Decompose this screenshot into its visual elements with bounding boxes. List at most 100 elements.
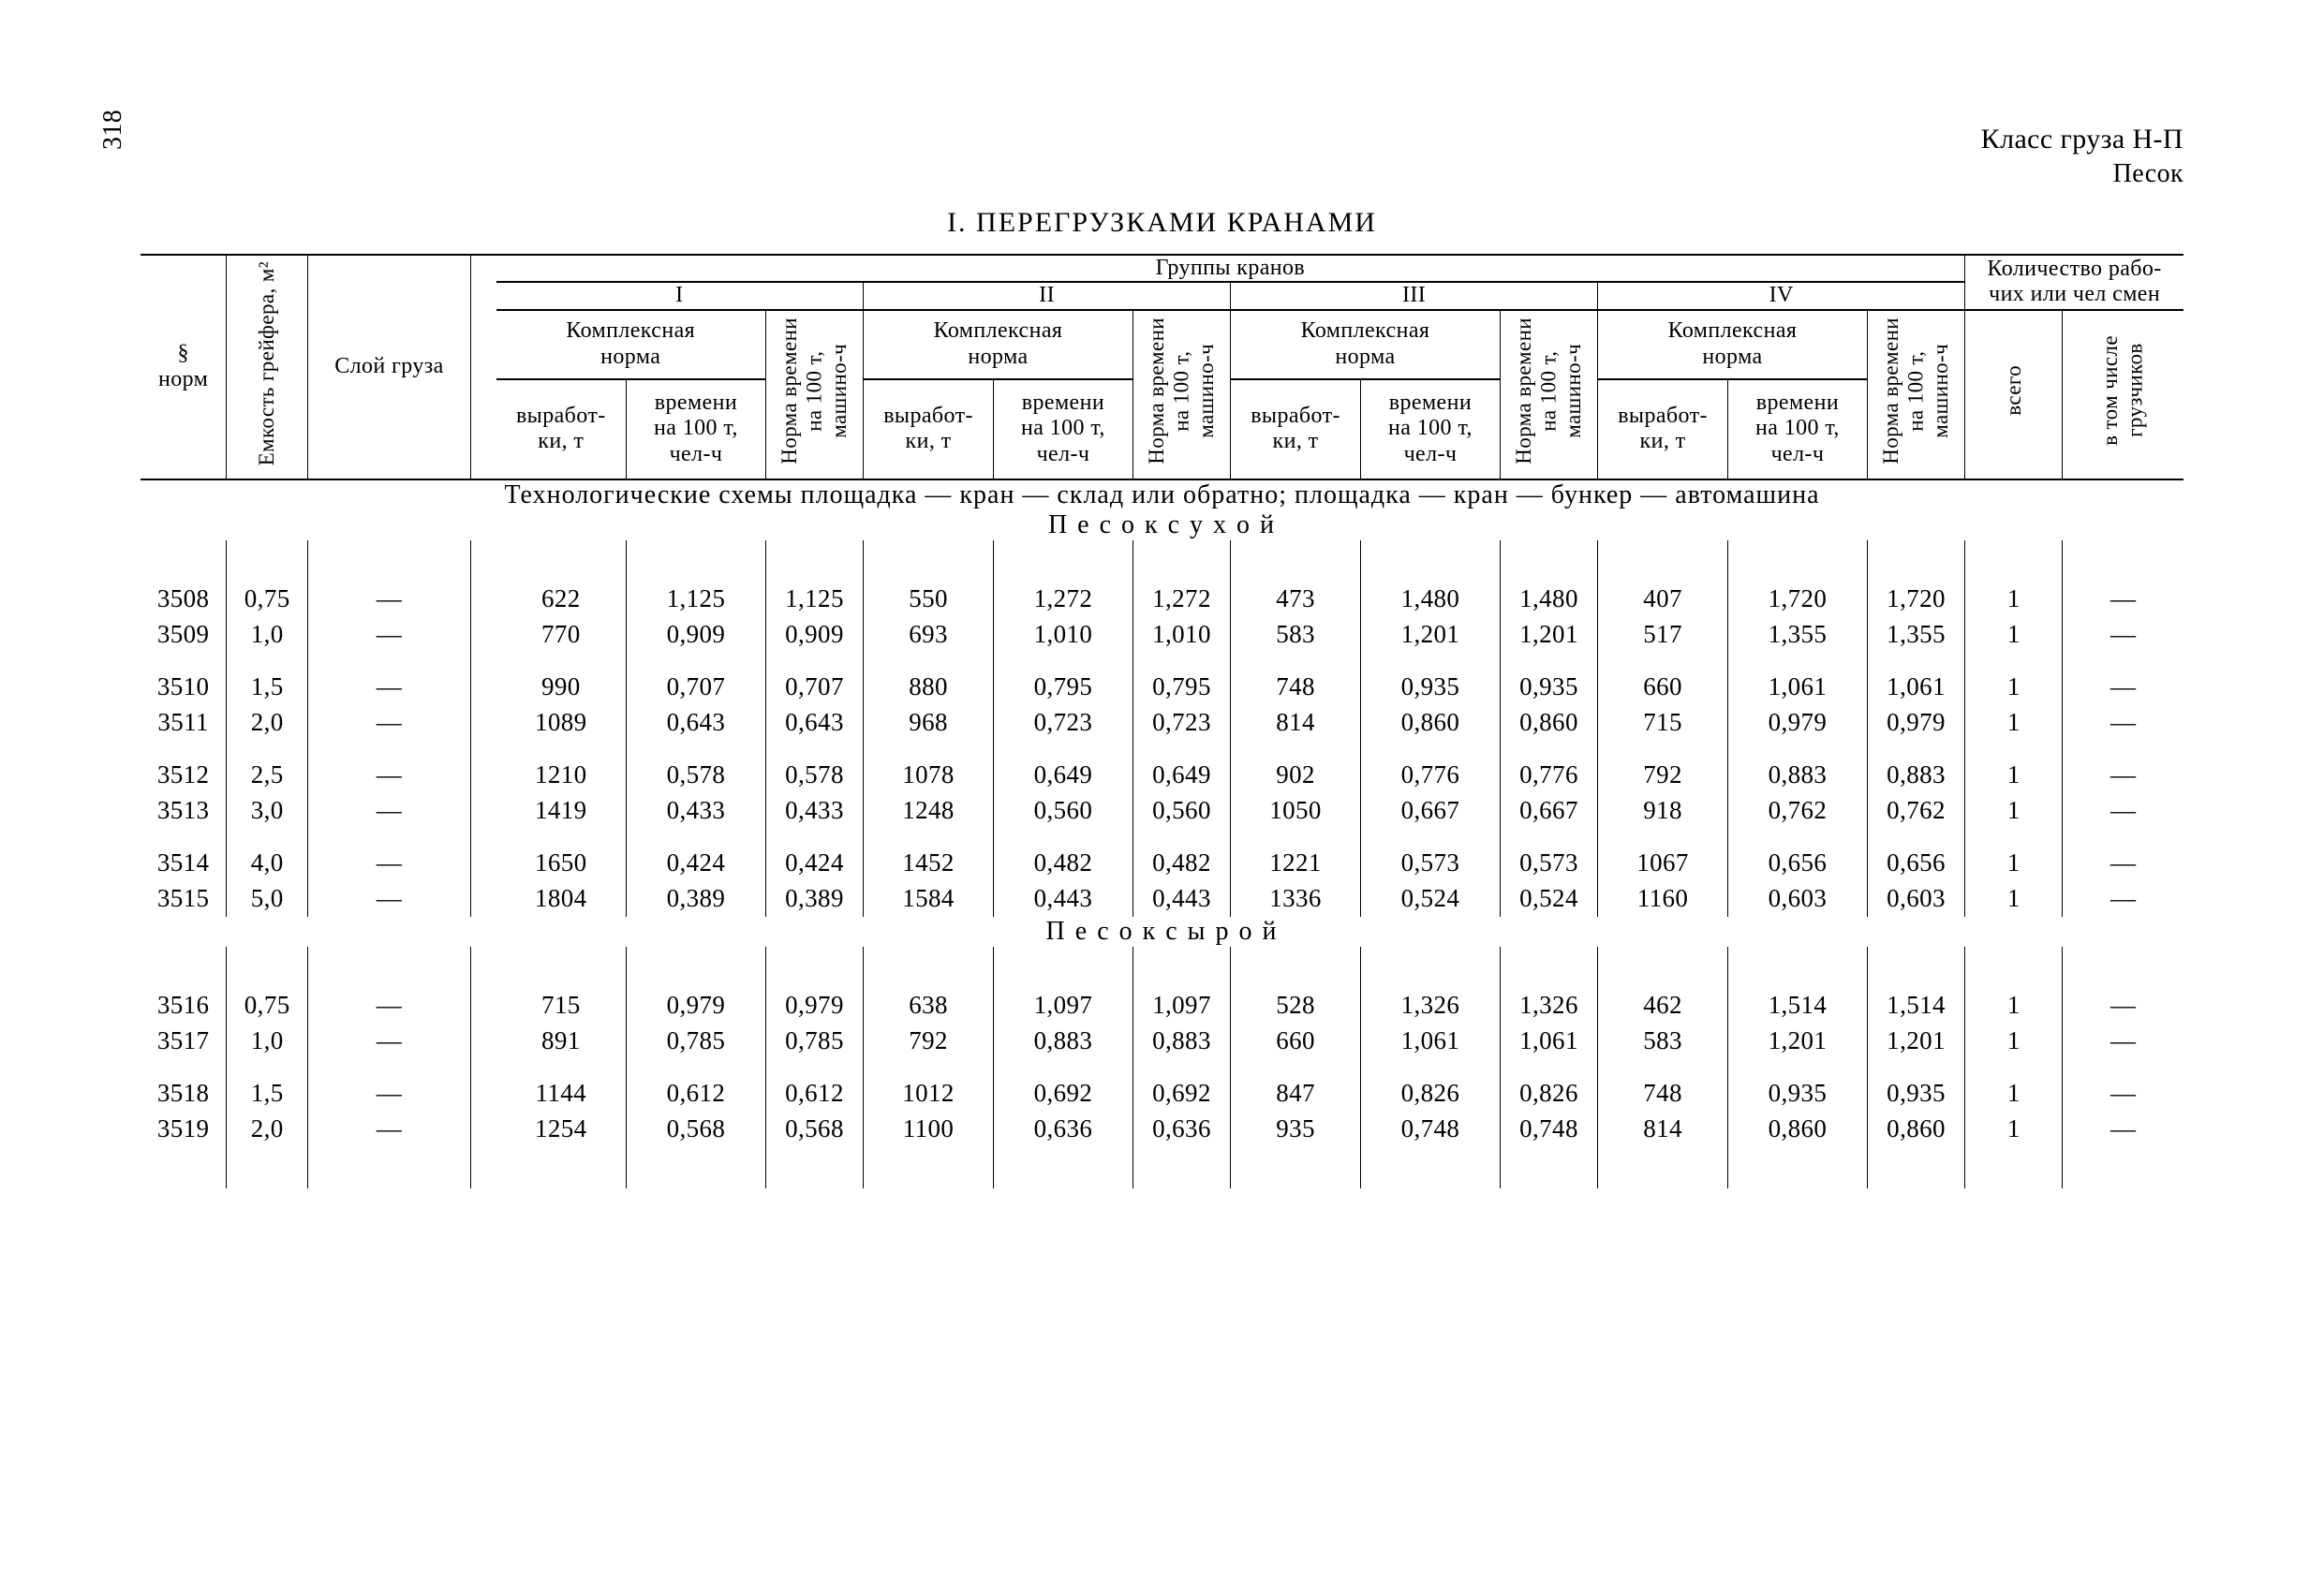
g4-mach: 0,762	[1867, 793, 1964, 829]
g4-out: 715	[1598, 705, 1728, 741]
g1-complex: Комплексная норма	[496, 310, 766, 379]
g2-out: 1012	[864, 1076, 994, 1112]
g1-machine: Норма времени на 100 т, машино-ч	[765, 310, 863, 479]
norm-number: 3518	[141, 1076, 227, 1112]
norm-number: 3511	[141, 705, 227, 741]
workers-loaders: —	[2063, 1024, 2183, 1059]
g2-mach: 0,692	[1132, 1076, 1230, 1112]
g1-output: выработ- ки, т	[496, 379, 627, 479]
g4-time: 0,935	[1728, 1076, 1868, 1112]
g3-out: 660	[1231, 1024, 1361, 1059]
g4-time: 0,860	[1728, 1112, 1868, 1147]
col-total: всего	[1965, 310, 2063, 479]
g1-time: 0,568	[627, 1112, 766, 1147]
g2-time: времени на 100 т, чел-ч	[994, 379, 1133, 479]
g1-mach: 0,578	[765, 758, 863, 793]
workers-loaders: —	[2063, 617, 2183, 653]
g3-time: времени на 100 т, чел-ч	[1361, 379, 1501, 479]
workers-loaders: —	[2063, 670, 2183, 705]
table-row: 35171,0—8910,7850,7857920,8830,8836601,0…	[141, 1024, 2183, 1059]
g3-time: 0,860	[1361, 705, 1501, 741]
g4-time: 0,656	[1728, 846, 1868, 881]
g3-mach: 1,061	[1500, 1024, 1597, 1059]
capacity: 1,0	[227, 1024, 308, 1059]
g1-time: 0,389	[627, 881, 766, 917]
page-number: 318	[98, 110, 128, 150]
table-row: 35144,0—16500,4240,42414520,4820,4821221…	[141, 846, 2183, 881]
layer: —	[308, 793, 471, 829]
g4-time: 1,201	[1728, 1024, 1868, 1059]
g1-time: 0,578	[627, 758, 766, 793]
g4-time: времени на 100 т, чел-ч	[1728, 379, 1868, 479]
workers-caption: Количество рабо- чих или чел смен	[1965, 255, 2183, 310]
g4-time: 0,883	[1728, 758, 1868, 793]
g2-mach: 1,010	[1132, 617, 1230, 653]
g2-out: 792	[864, 1024, 994, 1059]
table-row: 35112,0—10890,6430,6439680,7230,7238140,…	[141, 705, 2183, 741]
workers-total: 1	[1965, 617, 2063, 653]
g4-mach: 0,883	[1867, 758, 1964, 793]
gap	[470, 793, 496, 829]
capacity: 4,0	[227, 846, 308, 881]
g4-mach: 1,201	[1867, 1024, 1964, 1059]
g2-time: 0,883	[994, 1024, 1133, 1059]
workers-total: 1	[1965, 793, 2063, 829]
gap	[470, 582, 496, 617]
table-row: 35192,0—12540,5680,56811000,6360,6369350…	[141, 1112, 2183, 1147]
gap	[470, 988, 496, 1024]
g1-mach: 0,979	[765, 988, 863, 1024]
g2-out: 638	[864, 988, 994, 1024]
table-row: 35122,5—12100,5780,57810780,6490,6499020…	[141, 758, 2183, 793]
g2-time: 0,560	[994, 793, 1133, 829]
subsection-wet: П е с о к с ы р о й	[141, 917, 2183, 947]
blank-row	[141, 1147, 2183, 1188]
group-2: II	[864, 282, 1231, 310]
norms-table-header: § норм Емкость грейфера, м² Слой груза Г…	[141, 254, 2183, 1188]
group-3: III	[1231, 282, 1598, 310]
cargo-class: Класс груза Н-П	[141, 122, 2183, 157]
g4-time: 1,355	[1728, 617, 1868, 653]
g1-time: 0,433	[627, 793, 766, 829]
col-norm-number: § норм	[141, 255, 227, 479]
g4-out: 792	[1598, 758, 1728, 793]
g1-out: 1650	[496, 846, 627, 881]
g2-time: 0,443	[994, 881, 1133, 917]
capacity: 5,0	[227, 881, 308, 917]
norm-number: 3513	[141, 793, 227, 829]
g3-mach: 1,480	[1500, 582, 1597, 617]
g3-out: 1221	[1231, 846, 1361, 881]
g3-mach: 0,776	[1500, 758, 1597, 793]
g4-out: 407	[1598, 582, 1728, 617]
g4-out: 748	[1598, 1076, 1728, 1112]
g2-complex: Комплексная норма	[864, 310, 1133, 379]
g2-mach: 0,560	[1132, 793, 1230, 829]
norm-number: 3510	[141, 670, 227, 705]
norm-number: 3509	[141, 617, 227, 653]
capacity: 0,75	[227, 582, 308, 617]
g3-out: 528	[1231, 988, 1361, 1024]
g3-time: 0,935	[1361, 670, 1501, 705]
g2-time: 0,649	[994, 758, 1133, 793]
g2-out: 968	[864, 705, 994, 741]
header-right: Класс груза Н-П Песок	[141, 122, 2183, 190]
layer: —	[308, 846, 471, 881]
g2-mach: 1,272	[1132, 582, 1230, 617]
g2-mach: 0,795	[1132, 670, 1230, 705]
g2-out: 693	[864, 617, 994, 653]
layer: —	[308, 582, 471, 617]
capacity: 3,0	[227, 793, 308, 829]
g3-out: 935	[1231, 1112, 1361, 1147]
g4-time: 0,603	[1728, 881, 1868, 917]
capacity: 2,0	[227, 705, 308, 741]
g1-time: 0,979	[627, 988, 766, 1024]
capacity: 0,75	[227, 988, 308, 1024]
g1-mach: 0,389	[765, 881, 863, 917]
g4-time: 0,762	[1728, 793, 1868, 829]
workers-loaders: —	[2063, 1076, 2183, 1112]
g4-out: 918	[1598, 793, 1728, 829]
g4-mach: 1,061	[1867, 670, 1964, 705]
blank-row	[141, 947, 2183, 988]
g1-out: 1144	[496, 1076, 627, 1112]
table-row: 35133,0—14190,4330,43312480,5600,5601050…	[141, 793, 2183, 829]
workers-loaders: —	[2063, 582, 2183, 617]
